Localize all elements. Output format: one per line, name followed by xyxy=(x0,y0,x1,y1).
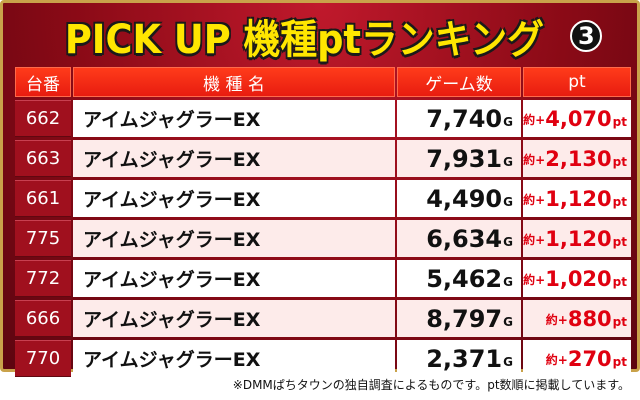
machine-name: アイムジャグラーEX xyxy=(73,300,395,337)
pt-value: 1,120 xyxy=(545,226,612,251)
games-cell: 8,797 G xyxy=(397,300,521,337)
pt-value: 2,130 xyxy=(545,146,612,171)
footnote: ※DMMぱちタウンの独自調査によるものです。pt数順に掲載しています。 xyxy=(232,378,630,392)
pt-unit: pt xyxy=(612,275,627,289)
games-cell: 5,462 G xyxy=(397,260,521,297)
games-value: 5,462 xyxy=(426,264,503,293)
pt-unit: pt xyxy=(612,355,627,369)
pt-prefix: 約+ xyxy=(523,153,546,167)
pt-unit: pt xyxy=(612,195,627,209)
pt-value: 1,020 xyxy=(545,266,612,291)
games-unit: G xyxy=(503,355,513,369)
title-bar: PICK UP 機種ptランキング 3 xyxy=(3,9,640,63)
pt-prefix: 約+ xyxy=(523,233,546,247)
games-value: 8,797 xyxy=(426,304,503,333)
games-unit: G xyxy=(503,155,513,169)
table-row: 770 アイムジャグラーEX 2,371 G 約+ 270 pt xyxy=(15,340,631,377)
games-unit: G xyxy=(503,315,513,329)
pt-prefix: 約+ xyxy=(545,313,568,327)
page-title: PICK UP 機種ptランキング xyxy=(64,17,544,63)
header-pt: pt xyxy=(523,67,631,97)
machine-number: 662 xyxy=(15,100,71,137)
games-unit: G xyxy=(503,195,513,209)
games-cell: 7,740 G xyxy=(397,100,521,137)
machine-number: 661 xyxy=(15,180,71,217)
machine-number: 770 xyxy=(15,340,71,377)
games-value: 2,371 xyxy=(426,344,503,373)
games-unit: G xyxy=(503,275,513,289)
pt-prefix: 約+ xyxy=(523,113,546,127)
machine-number: 663 xyxy=(15,140,71,177)
pt-cell: 約+ 1,120 pt xyxy=(523,220,631,257)
games-cell: 6,634 G xyxy=(397,220,521,257)
machine-name: アイムジャグラーEX xyxy=(73,340,395,377)
table-header: 台番 機 種 名 ゲーム数 pt xyxy=(15,67,631,97)
table-row: 662 アイムジャグラーEX 7,740 G 約+ 4,070 pt xyxy=(15,100,631,137)
table-row: 772 アイムジャグラーEX 5,462 G 約+ 1,020 pt xyxy=(15,260,631,297)
games-value: 6,634 xyxy=(426,224,503,253)
pt-unit: pt xyxy=(612,115,627,129)
games-value: 7,931 xyxy=(426,144,503,173)
table-body: 662 アイムジャグラーEX 7,740 G 約+ 4,070 pt 663 アイムジャグラーE… xyxy=(15,100,631,377)
machine-number: 775 xyxy=(15,220,71,257)
pt-value: 4,070 xyxy=(545,106,612,131)
machine-name: アイムジャグラーEX xyxy=(73,220,395,257)
table-row: 661 アイムジャグラーEX 4,490 G 約+ 1,120 pt xyxy=(15,180,631,217)
header-games: ゲーム数 xyxy=(397,67,521,97)
pt-cell: 約+ 880 pt xyxy=(523,300,631,337)
ranking-panel: PICK UP 機種ptランキング 3 台番 機 種 名 ゲーム数 pt 662… xyxy=(0,0,640,377)
header-machine-no: 台番 xyxy=(15,67,71,97)
pt-cell: 約+ 1,020 pt xyxy=(523,260,631,297)
table-row: 666 アイムジャグラーEX 8,797 G 約+ 880 pt xyxy=(15,300,631,337)
pt-cell: 約+ 2,130 pt xyxy=(523,140,631,177)
pt-unit: pt xyxy=(612,155,627,169)
pt-prefix: 約+ xyxy=(523,273,546,287)
ranking-table: 台番 機 種 名 ゲーム数 pt 662 アイムジャグラーEX 7,740 G 約+ 4,… xyxy=(15,67,631,377)
games-cell: 2,371 G xyxy=(397,340,521,377)
pt-value: 270 xyxy=(567,346,612,371)
pt-cell: 約+ 4,070 pt xyxy=(523,100,631,137)
rank-number-badge: 3 xyxy=(570,20,603,52)
games-cell: 7,931 G xyxy=(397,140,521,177)
machine-name: アイムジャグラーEX xyxy=(73,260,395,297)
pt-cell: 約+ 1,120 pt xyxy=(523,180,631,217)
games-unit: G xyxy=(503,115,513,129)
games-cell: 4,490 G xyxy=(397,180,521,217)
pt-unit: pt xyxy=(612,315,627,329)
header-machine-name: 機 種 名 xyxy=(73,67,395,97)
pt-unit: pt xyxy=(612,235,627,249)
machine-number: 666 xyxy=(15,300,71,337)
games-value: 4,490 xyxy=(426,184,503,213)
pt-value: 1,120 xyxy=(545,186,612,211)
pt-value: 880 xyxy=(567,306,612,331)
pt-cell: 約+ 270 pt xyxy=(523,340,631,377)
games-value: 7,740 xyxy=(426,104,503,133)
pt-prefix: 約+ xyxy=(545,353,568,367)
machine-name: アイムジャグラーEX xyxy=(73,100,395,137)
machine-name: アイムジャグラーEX xyxy=(73,180,395,217)
machine-name: アイムジャグラーEX xyxy=(73,140,395,177)
pt-prefix: 約+ xyxy=(523,193,546,207)
table-row: 663 アイムジャグラーEX 7,931 G 約+ 2,130 pt xyxy=(15,140,631,177)
machine-number: 772 xyxy=(15,260,71,297)
games-unit: G xyxy=(503,235,513,249)
table-row: 775 アイムジャグラーEX 6,634 G 約+ 1,120 pt xyxy=(15,220,631,257)
